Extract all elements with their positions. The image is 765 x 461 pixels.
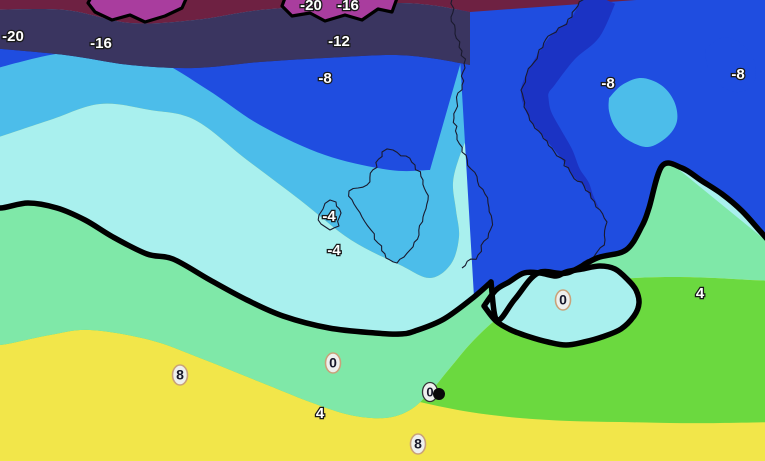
- svg-text:-8: -8: [601, 75, 614, 92]
- svg-text:4: 4: [316, 405, 325, 422]
- svg-text:0: 0: [426, 384, 433, 399]
- svg-text:-20: -20: [2, 28, 24, 45]
- svg-text:-8: -8: [318, 70, 331, 87]
- svg-text:-16: -16: [337, 0, 359, 14]
- svg-text:8: 8: [414, 436, 422, 452]
- svg-text:4: 4: [696, 285, 705, 302]
- svg-text:-16: -16: [90, 35, 112, 52]
- svg-text:8: 8: [176, 367, 184, 383]
- svg-text:-12: -12: [328, 33, 350, 50]
- svg-text:-20: -20: [300, 0, 322, 14]
- svg-text:0: 0: [559, 292, 567, 308]
- svg-text:-4: -4: [322, 208, 336, 225]
- svg-text:0: 0: [329, 355, 337, 371]
- svg-text:-4: -4: [327, 242, 341, 259]
- svg-text:-8: -8: [731, 66, 744, 83]
